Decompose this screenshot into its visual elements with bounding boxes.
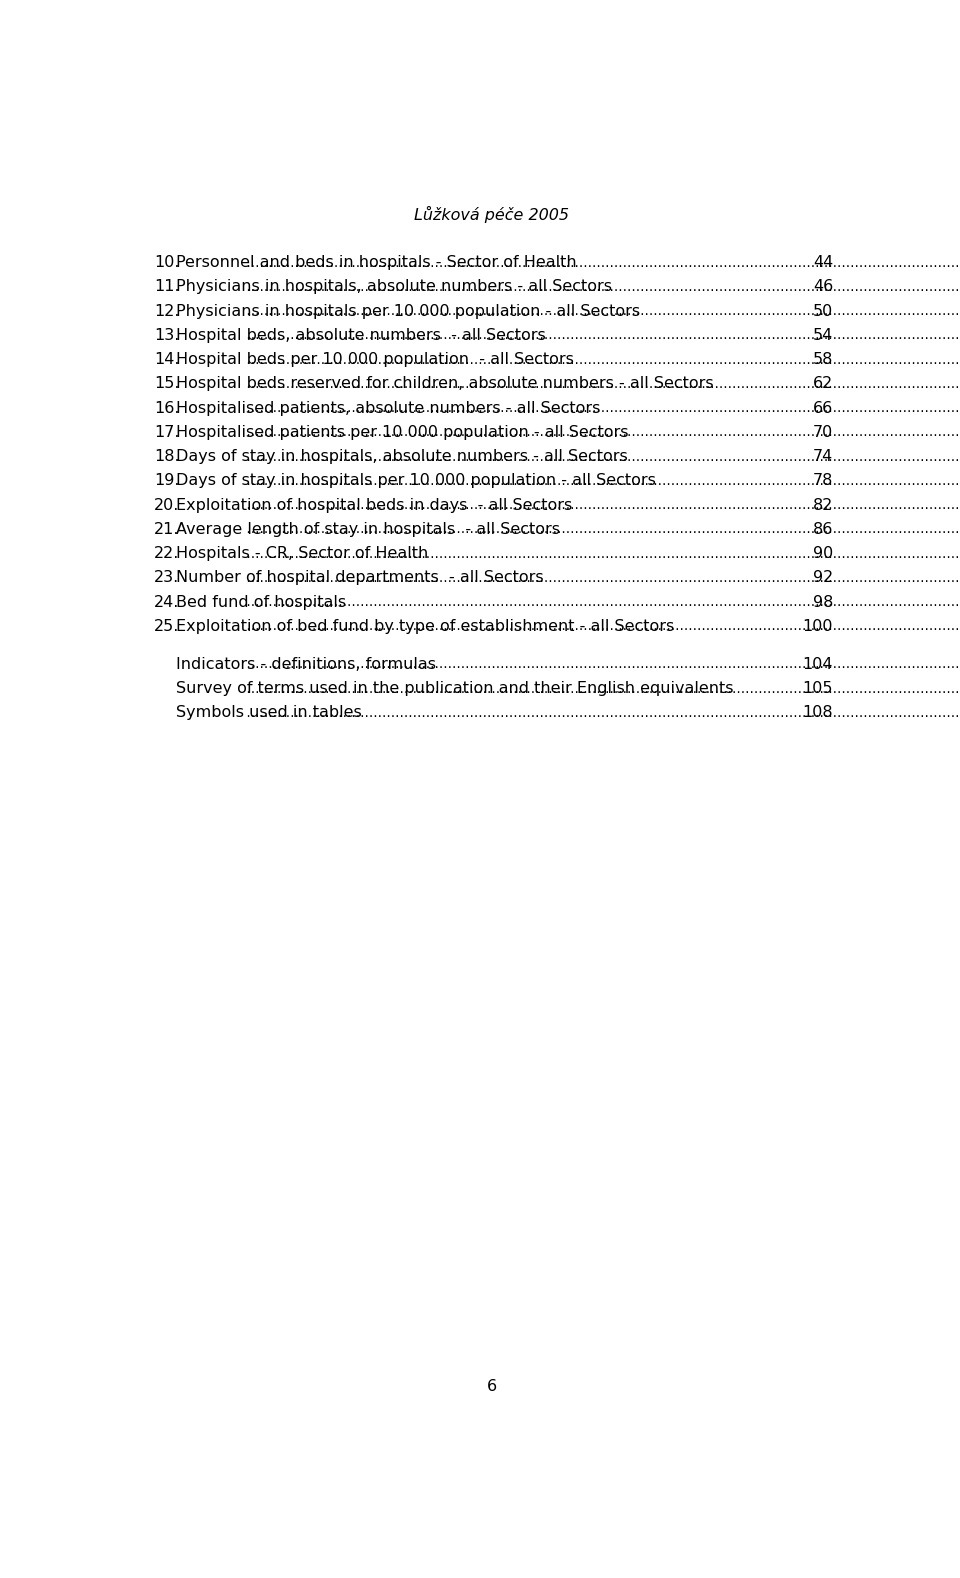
Text: Days of stay in hospitals, absolute numbers - all Sectors: Days of stay in hospitals, absolute numb… bbox=[176, 450, 628, 464]
Text: 12.: 12. bbox=[155, 303, 180, 319]
Text: Lůžková péče 2005: Lůžková péče 2005 bbox=[415, 207, 569, 224]
Text: 62: 62 bbox=[813, 376, 833, 391]
Text: 100: 100 bbox=[803, 619, 833, 634]
Text: 74: 74 bbox=[813, 450, 833, 464]
Text: ................................................................................: ........................................… bbox=[242, 352, 960, 366]
Text: ................................................................................: ........................................… bbox=[242, 571, 960, 585]
Text: Physicians in hospitals per 10 000 population - all Sectors: Physicians in hospitals per 10 000 popul… bbox=[176, 303, 640, 319]
Text: 58: 58 bbox=[812, 352, 833, 368]
Text: 54: 54 bbox=[813, 328, 833, 342]
Text: ................................................................................: ........................................… bbox=[242, 682, 960, 696]
Text: Hospitals - CR, Sector of Health: Hospitals - CR, Sector of Health bbox=[176, 546, 428, 562]
Text: ................................................................................: ........................................… bbox=[242, 426, 960, 439]
Text: Average length of stay in hospitals  - all Sectors: Average length of stay in hospitals - al… bbox=[176, 522, 560, 537]
Text: Physicians in hospitals, absolute numbers - all Sectors: Physicians in hospitals, absolute number… bbox=[176, 279, 612, 294]
Text: Bed fund of hospitals: Bed fund of hospitals bbox=[176, 595, 346, 609]
Text: ................................................................................: ........................................… bbox=[242, 279, 960, 294]
Text: Symbols used in tables: Symbols used in tables bbox=[176, 705, 362, 721]
Text: 78: 78 bbox=[812, 473, 833, 488]
Text: ................................................................................: ........................................… bbox=[242, 705, 960, 720]
Text: Indicators - definitions, formulas: Indicators - definitions, formulas bbox=[176, 656, 436, 672]
Text: Hospitalised patients, absolute numbers - all Sectors: Hospitalised patients, absolute numbers … bbox=[176, 401, 600, 415]
Text: 11.: 11. bbox=[155, 279, 180, 294]
Text: 70: 70 bbox=[813, 424, 833, 440]
Text: 6: 6 bbox=[487, 1379, 497, 1395]
Text: 13.: 13. bbox=[155, 328, 180, 342]
Text: ................................................................................: ........................................… bbox=[242, 522, 960, 537]
Text: ................................................................................: ........................................… bbox=[242, 377, 960, 391]
Text: 44: 44 bbox=[813, 256, 833, 270]
Text: ................................................................................: ........................................… bbox=[242, 328, 960, 342]
Text: Hospital beds reserved for children, absolute numbers - all Sectors: Hospital beds reserved for children, abs… bbox=[176, 376, 713, 391]
Text: ................................................................................: ........................................… bbox=[242, 546, 960, 560]
Text: Exploitation of bed fund by type of establishment - all Sectors: Exploitation of bed fund by type of esta… bbox=[176, 619, 674, 634]
Text: 18.: 18. bbox=[155, 450, 180, 464]
Text: ................................................................................: ........................................… bbox=[242, 658, 960, 672]
Text: 23.: 23. bbox=[155, 570, 180, 585]
Text: Hospital beds per 10 000 population  - all Sectors: Hospital beds per 10 000 population - al… bbox=[176, 352, 574, 368]
Text: Survey of terms used in the publication and their English equivalents: Survey of terms used in the publication … bbox=[176, 682, 733, 696]
Text: 19.: 19. bbox=[155, 473, 180, 488]
Text: 105: 105 bbox=[803, 682, 833, 696]
Text: 25.: 25. bbox=[155, 619, 180, 634]
Text: 20.: 20. bbox=[155, 497, 180, 513]
Text: 82: 82 bbox=[812, 497, 833, 513]
Text: ................................................................................: ........................................… bbox=[242, 401, 960, 415]
Text: 86: 86 bbox=[812, 522, 833, 537]
Text: Number of hospital departments  - all Sectors: Number of hospital departments - all Sec… bbox=[176, 570, 543, 585]
Text: 21.: 21. bbox=[155, 522, 180, 537]
Text: Hospitalised patients per 10 000 population - all Sectors: Hospitalised patients per 10 000 populat… bbox=[176, 424, 628, 440]
Text: 98: 98 bbox=[812, 595, 833, 609]
Text: ................................................................................: ........................................… bbox=[242, 499, 960, 511]
Text: 22.: 22. bbox=[155, 546, 180, 562]
Text: 14.: 14. bbox=[155, 352, 180, 368]
Text: 50: 50 bbox=[813, 303, 833, 319]
Text: 17.: 17. bbox=[155, 424, 180, 440]
Text: Personnel and beds in hospitals - Sector of Health: Personnel and beds in hospitals - Sector… bbox=[176, 256, 576, 270]
Text: Days of stay in hospitals per 10 000 population - all Sectors: Days of stay in hospitals per 10 000 pop… bbox=[176, 473, 656, 488]
Text: ................................................................................: ........................................… bbox=[242, 256, 960, 270]
Text: 90: 90 bbox=[813, 546, 833, 562]
Text: 46: 46 bbox=[813, 279, 833, 294]
Text: Exploitation of hospital beds in days  - all Sectors: Exploitation of hospital beds in days - … bbox=[176, 497, 572, 513]
Text: 15.: 15. bbox=[155, 376, 180, 391]
Text: Hospital beds, absolute numbers  - all Sectors: Hospital beds, absolute numbers - all Se… bbox=[176, 328, 545, 342]
Text: ................................................................................: ........................................… bbox=[242, 619, 960, 633]
Text: 16.: 16. bbox=[155, 401, 180, 415]
Text: 66: 66 bbox=[813, 401, 833, 415]
Text: ................................................................................: ........................................… bbox=[242, 305, 960, 319]
Text: ................................................................................: ........................................… bbox=[242, 473, 960, 488]
Text: 10.: 10. bbox=[155, 256, 180, 270]
Text: ................................................................................: ........................................… bbox=[242, 450, 960, 464]
Text: ................................................................................: ........................................… bbox=[242, 595, 960, 609]
Text: 92: 92 bbox=[813, 570, 833, 585]
Text: 104: 104 bbox=[803, 656, 833, 672]
Text: 24.: 24. bbox=[155, 595, 180, 609]
Text: 108: 108 bbox=[803, 705, 833, 721]
